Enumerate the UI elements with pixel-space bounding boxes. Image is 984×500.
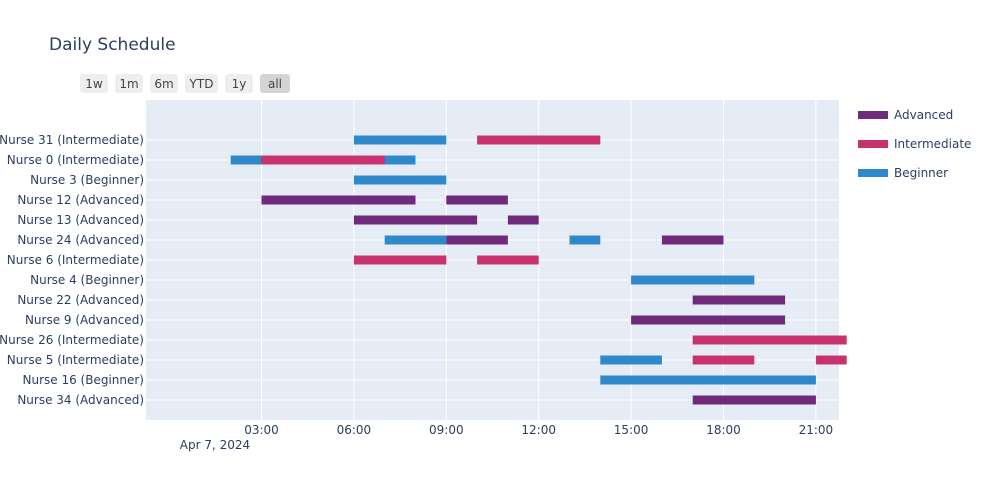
range-button-bg xyxy=(115,74,143,93)
shift-bar-advanced[interactable] xyxy=(446,235,508,245)
range-button-bg xyxy=(80,74,108,93)
legend-item-advanced[interactable]: Advanced xyxy=(858,108,953,122)
legend-label: Beginner xyxy=(894,166,948,180)
shift-bar-beginner[interactable] xyxy=(600,355,662,365)
shift-bar-intermediate[interactable] xyxy=(692,355,755,365)
range-button-6m[interactable]: 6m xyxy=(150,74,178,93)
y-tick-label: Nurse 26 (Intermediate) xyxy=(0,333,144,347)
y-tick-label: Nurse 4 (Beginner) xyxy=(30,273,144,287)
range-button-all[interactable]: all xyxy=(260,74,290,93)
shift-bar-advanced[interactable] xyxy=(692,395,816,405)
legend-swatch xyxy=(858,140,888,148)
range-button-label: YTD xyxy=(189,77,214,91)
y-tick-label: Nurse 16 (Beginner) xyxy=(22,373,144,387)
x-tick-label: 18:00 xyxy=(706,423,741,437)
shift-bar-advanced[interactable] xyxy=(261,195,416,205)
y-tick-label: Nurse 9 (Advanced) xyxy=(25,313,144,327)
shift-bar-intermediate[interactable] xyxy=(815,355,847,365)
shift-bar-beginner[interactable] xyxy=(569,235,601,245)
range-button-bg xyxy=(260,74,290,93)
shift-bar-advanced[interactable] xyxy=(446,195,508,205)
legend-item-intermediate[interactable]: Intermediate xyxy=(858,137,971,151)
range-button-bg xyxy=(185,74,218,93)
x-tick-label: 21:00 xyxy=(799,423,834,437)
range-button-1m[interactable]: 1m xyxy=(115,74,143,93)
range-button-1w[interactable]: 1w xyxy=(80,74,108,93)
y-tick-label: Nurse 34 (Advanced) xyxy=(17,393,144,407)
shift-bar-advanced[interactable] xyxy=(507,215,539,225)
legend-label: Intermediate xyxy=(894,137,971,151)
shift-bar-beginner[interactable] xyxy=(384,235,447,245)
shift-bar-intermediate[interactable] xyxy=(477,255,539,265)
x-tick-label: 15:00 xyxy=(614,423,649,437)
range-button-1y[interactable]: 1y xyxy=(225,74,253,93)
y-tick-label: Nurse 13 (Advanced) xyxy=(17,213,144,227)
shift-bar-beginner[interactable] xyxy=(353,135,447,145)
shift-bar-advanced[interactable] xyxy=(631,315,786,325)
shift-bar-intermediate[interactable] xyxy=(692,335,847,345)
y-tick-label: Nurse 3 (Beginner) xyxy=(30,173,144,187)
legend[interactable]: Advanced Intermediate Beginner xyxy=(858,108,971,180)
legend-item-beginner[interactable]: Beginner xyxy=(858,166,948,180)
shift-bars xyxy=(230,135,847,405)
x-tick-label: 09:00 xyxy=(429,423,464,437)
shift-bar-advanced[interactable] xyxy=(692,295,786,305)
range-button-label: 1w xyxy=(85,77,103,91)
range-selector: 1w 1m 6m YTD 1y all xyxy=(80,74,290,93)
range-button-bg xyxy=(225,74,253,93)
range-button-label: 1m xyxy=(119,77,138,91)
shift-bar-intermediate[interactable] xyxy=(261,155,385,165)
shift-bar-advanced[interactable] xyxy=(353,215,478,225)
shift-bar-beginner[interactable] xyxy=(353,175,447,185)
range-button-ytd[interactable]: YTD xyxy=(185,74,218,93)
shift-bar-beginner[interactable] xyxy=(631,275,755,285)
legend-swatch xyxy=(858,169,888,177)
x-axis-labels: 03:00 06:00 09:00 12:00 15:00 18:00 21:00 xyxy=(244,423,833,437)
chart-title: Daily Schedule xyxy=(49,35,176,55)
range-button-label: 6m xyxy=(154,77,173,91)
shift-bar-intermediate[interactable] xyxy=(353,255,447,265)
range-button-label: all xyxy=(268,77,282,91)
legend-swatch xyxy=(858,111,888,119)
y-axis-labels: Nurse 31 (Intermediate) Nurse 0 (Intermed… xyxy=(0,133,144,407)
x-tick-label: 06:00 xyxy=(337,423,372,437)
range-button-label: 1y xyxy=(232,77,247,91)
x-tick-label: 03:00 xyxy=(244,423,279,437)
y-tick-label: Nurse 22 (Advanced) xyxy=(17,293,144,307)
shift-bar-intermediate[interactable] xyxy=(477,135,601,145)
y-tick-label: Nurse 5 (Intermediate) xyxy=(7,353,144,367)
y-tick-label: Nurse 31 (Intermediate) xyxy=(0,133,144,147)
range-button-bg xyxy=(150,74,178,93)
legend-label: Advanced xyxy=(894,108,953,122)
x-tick-label: 12:00 xyxy=(521,423,556,437)
y-tick-label: Nurse 12 (Advanced) xyxy=(17,193,144,207)
x-axis-date-label: Apr 7, 2024 xyxy=(180,438,250,452)
shift-bar-advanced[interactable] xyxy=(661,235,724,245)
y-tick-label: Nurse 24 (Advanced) xyxy=(17,233,144,247)
y-tick-label: Nurse 6 (Intermediate) xyxy=(7,253,144,267)
shift-bar-beginner[interactable] xyxy=(600,375,816,385)
y-tick-label: Nurse 0 (Intermediate) xyxy=(7,153,144,167)
